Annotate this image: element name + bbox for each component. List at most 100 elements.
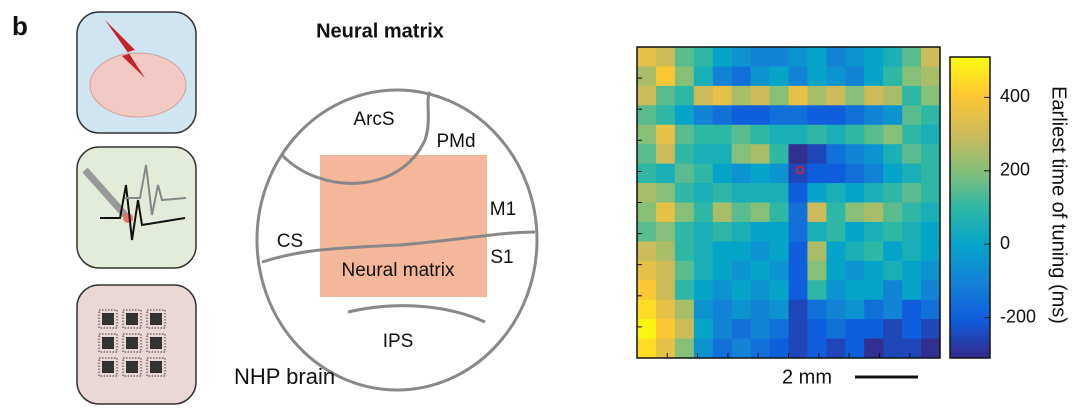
heat-cell xyxy=(712,260,733,281)
heat-cell xyxy=(902,338,922,359)
heat-cell xyxy=(655,105,676,126)
heat-cell xyxy=(693,85,714,106)
heat-cell xyxy=(921,47,941,67)
heat-cell xyxy=(637,260,657,281)
heat-cell xyxy=(807,66,827,87)
heat-cell xyxy=(769,124,789,145)
heat-cell xyxy=(674,260,695,281)
heat-cell xyxy=(655,338,676,359)
heat-cell xyxy=(845,66,865,87)
heat-cell xyxy=(769,105,789,126)
heat-cell xyxy=(693,280,714,301)
heat-cell xyxy=(788,280,808,301)
heat-cell xyxy=(693,319,714,340)
heat-cell xyxy=(637,202,657,223)
heat-cell xyxy=(902,319,922,340)
heat-cell xyxy=(826,241,846,262)
heat-cell xyxy=(807,163,827,184)
heat-cell xyxy=(883,144,903,165)
region-label: ArcS xyxy=(353,109,394,130)
heat-cell xyxy=(864,47,884,67)
matrix-label: Neural matrix xyxy=(342,260,455,281)
heat-cell xyxy=(902,85,922,106)
heat-cell xyxy=(788,241,808,262)
heat-cell xyxy=(845,183,865,203)
heat-cell xyxy=(655,144,676,165)
heat-cell xyxy=(902,280,922,301)
heat-cell xyxy=(902,163,922,184)
heat-cell xyxy=(693,338,714,359)
heat-cell xyxy=(883,221,903,242)
heat-cell xyxy=(712,124,733,145)
brain-label: NHP brain xyxy=(234,364,335,389)
heat-cell xyxy=(731,338,752,359)
heat-cell xyxy=(674,124,695,145)
heat-cell xyxy=(883,202,903,223)
heat-cell xyxy=(864,202,884,223)
heat-cell xyxy=(712,144,733,165)
scale-bar-label: 2 mm xyxy=(782,366,832,388)
heat-cell xyxy=(731,299,752,320)
heat-cell xyxy=(902,105,922,126)
heat-cell xyxy=(845,299,865,320)
colorbar xyxy=(949,56,991,359)
heat-cell xyxy=(921,163,941,184)
heat-cell xyxy=(655,47,676,67)
heat-cell xyxy=(921,280,941,301)
heat-cell xyxy=(712,241,733,262)
heat-cell xyxy=(807,280,827,301)
heat-cell xyxy=(845,163,865,184)
heat-cell xyxy=(750,202,771,223)
heat-cell xyxy=(769,280,789,301)
heat-cell xyxy=(788,124,808,145)
heat-cell xyxy=(693,144,714,165)
heat-cell xyxy=(750,241,771,262)
heat-cell xyxy=(731,85,752,106)
heat-cell xyxy=(845,221,865,242)
heat-cell xyxy=(731,280,752,301)
heat-cell xyxy=(845,241,865,262)
heat-cell xyxy=(807,260,827,281)
colorbar-tick-label: 400 xyxy=(1000,86,1030,106)
heat-cell xyxy=(902,299,922,320)
heat-cell xyxy=(883,66,903,87)
heat-cell xyxy=(712,299,733,320)
heat-cell xyxy=(693,241,714,262)
heat-cell xyxy=(712,85,733,106)
heat-cell xyxy=(674,47,695,67)
heat-cell xyxy=(637,221,657,242)
heat-cell xyxy=(883,47,903,67)
heat-cell xyxy=(731,124,752,145)
heat-cell xyxy=(637,85,657,106)
colorbar-label: Earliest time of tuning (ms) xyxy=(1048,86,1070,324)
heat-cell xyxy=(769,299,789,320)
heat-cell xyxy=(921,299,941,320)
heat-cell xyxy=(902,183,922,203)
sulci xyxy=(261,91,536,324)
heat-cell xyxy=(826,183,846,203)
heat-cell xyxy=(731,47,752,67)
heat-cell xyxy=(655,280,676,301)
heat-cell xyxy=(826,221,846,242)
icon-recording xyxy=(76,146,197,269)
heat-cell xyxy=(864,280,884,301)
heat-cell xyxy=(731,163,752,184)
heat-cell xyxy=(883,163,903,184)
heat-cell xyxy=(826,260,846,281)
brain-outline xyxy=(255,88,539,392)
heat-cell xyxy=(902,144,922,165)
heat-cell xyxy=(693,66,714,87)
heat-cell xyxy=(769,221,789,242)
heat-cell xyxy=(769,163,789,184)
heat-cell xyxy=(693,202,714,223)
heat-cell xyxy=(674,163,695,184)
heat-cell xyxy=(788,47,808,67)
heat-cell xyxy=(826,202,846,223)
heat-cell xyxy=(864,105,884,126)
heat-cell xyxy=(731,183,752,203)
heat-cell xyxy=(845,202,865,223)
heat-cell xyxy=(750,163,771,184)
heat-cell xyxy=(864,183,884,203)
heat-cell xyxy=(750,319,771,340)
heat-cell xyxy=(788,221,808,242)
